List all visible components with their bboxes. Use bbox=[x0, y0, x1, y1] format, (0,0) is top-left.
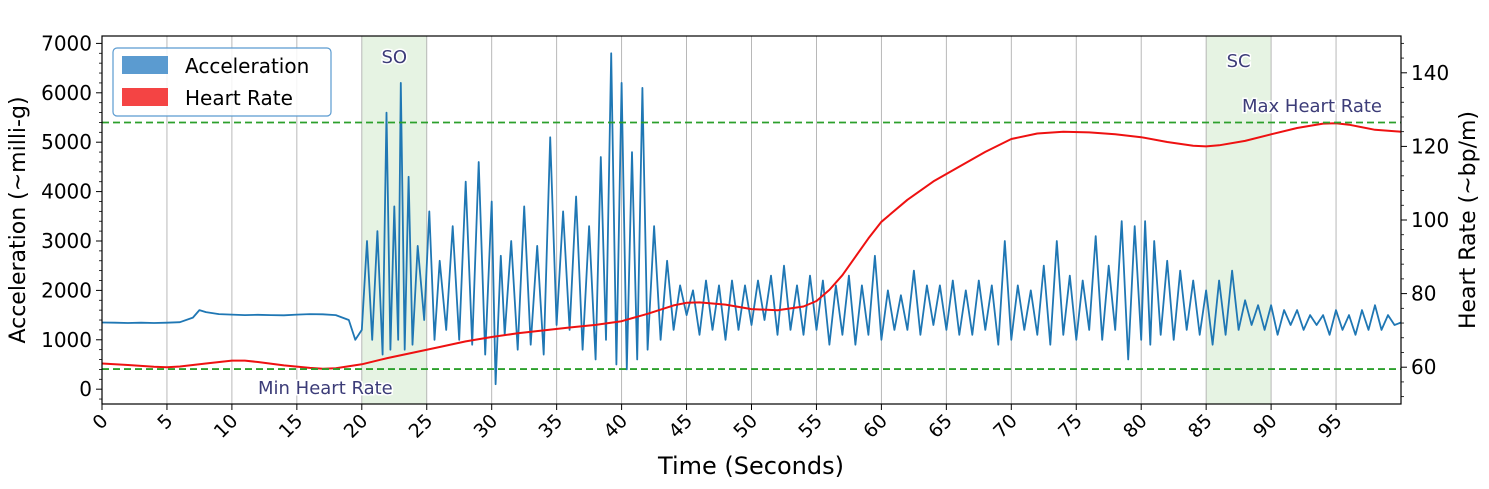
y-left-tick-label: 5000 bbox=[41, 130, 92, 154]
y-right-tick-label: 120 bbox=[1411, 134, 1449, 158]
y-left-tick-label: 7000 bbox=[41, 31, 92, 55]
series-line-acceleration bbox=[101, 52, 1402, 386]
shaded-region-sc bbox=[1206, 36, 1272, 404]
reference-lines: Max Heart Rate Min Heart Rate bbox=[102, 95, 1401, 401]
legend-label-acceleration: Acceleration bbox=[185, 54, 309, 78]
acceleration-series bbox=[101, 52, 1402, 386]
y-left-tick-label: 0 bbox=[79, 377, 92, 401]
legend-label-heart-rate: Heart Rate bbox=[185, 86, 293, 110]
series-line-heart-rate bbox=[101, 122, 1402, 370]
x-axis-label: Time (Seconds) bbox=[657, 452, 844, 480]
y-right-tick-label: 80 bbox=[1411, 282, 1436, 306]
y-axis-left-label: Acceleration (~milli-g) bbox=[6, 96, 31, 343]
y-axis-right-label: Heart Rate (~bp/m) bbox=[1456, 111, 1481, 329]
y-right-tick-label: 60 bbox=[1411, 355, 1436, 379]
region-label-sc: SC bbox=[1227, 51, 1251, 72]
y-left-tick-label: 1000 bbox=[41, 328, 92, 352]
region-label-so: SO bbox=[381, 47, 407, 68]
reference-label-max-heart-rate: Max Heart Rate bbox=[1242, 96, 1382, 117]
legend: Acceleration Heart Rate bbox=[112, 47, 332, 117]
y-axis-left: 0 1000 2000 3000 4000 5000 6000 7000 bbox=[41, 31, 102, 401]
y-axis-right: 60 80 100 120 140 bbox=[1401, 42, 1449, 398]
y-left-tick-label: 6000 bbox=[41, 81, 92, 105]
legend-swatch-heart-rate bbox=[122, 88, 168, 106]
y-left-tick-label: 3000 bbox=[41, 229, 92, 253]
reference-label-min-heart-rate: Min Heart Rate bbox=[258, 378, 393, 399]
vertical-grid bbox=[101, 36, 1337, 404]
y-right-tick-label: 140 bbox=[1411, 61, 1449, 85]
legend-swatch-acceleration bbox=[122, 56, 168, 74]
heart-rate-series bbox=[101, 122, 1402, 370]
y-right-tick-label: 100 bbox=[1411, 208, 1449, 232]
y-left-tick-label: 2000 bbox=[41, 278, 92, 302]
y-left-tick-label: 4000 bbox=[41, 180, 92, 204]
